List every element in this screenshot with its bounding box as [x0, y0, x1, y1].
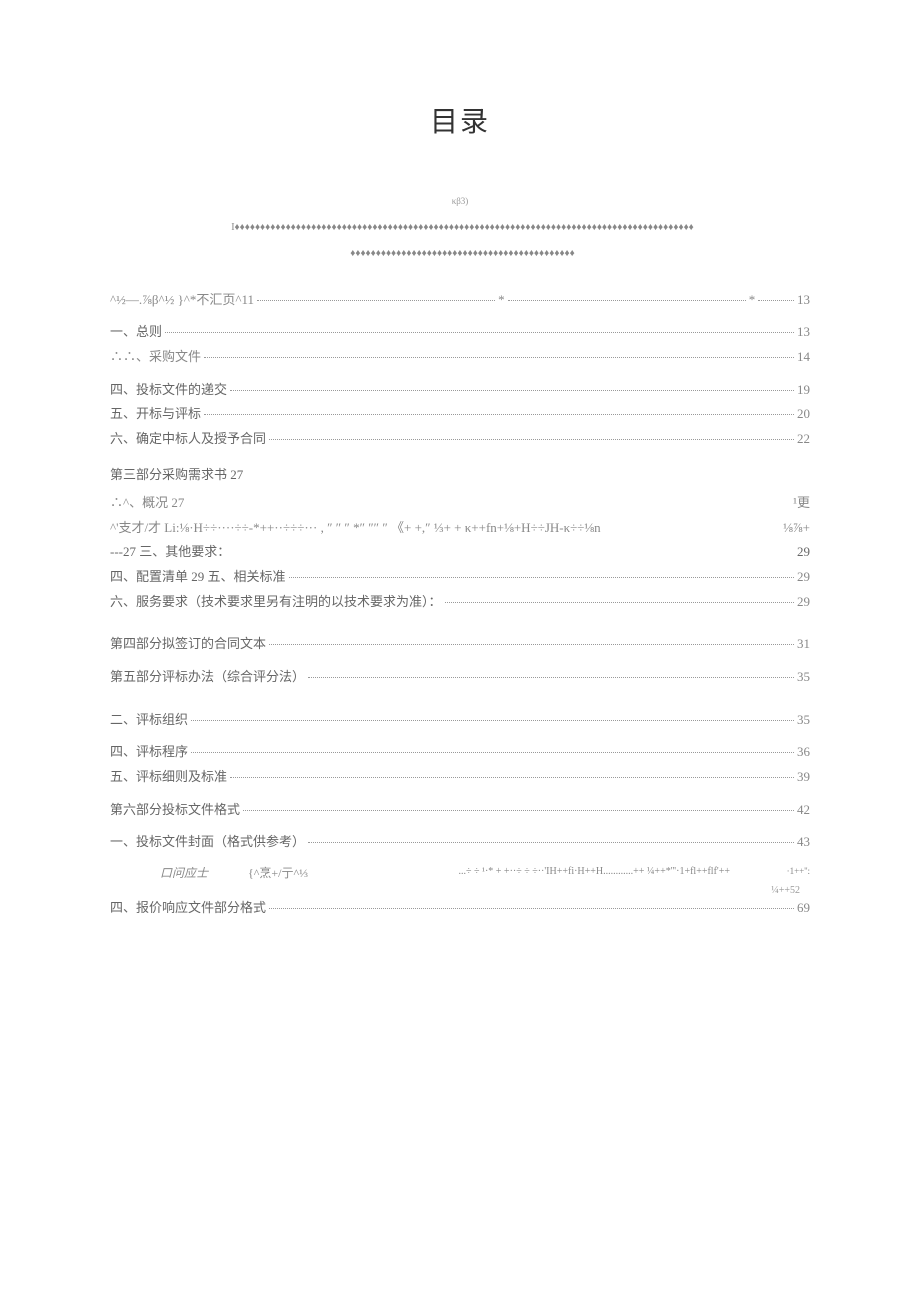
toc-entry: 一、投标文件封面（格式供参考） 43 [110, 830, 810, 855]
toc-entry: 第六部分投标文件格式 42 [110, 798, 810, 823]
toc-leader [204, 357, 794, 358]
toc-entry: 五、评标细则及标准 39 [110, 765, 810, 790]
toc-label: 五、开标与评标 [110, 402, 201, 427]
toc-page: ⅛⅞+ [783, 516, 810, 541]
toc-page: 69 [797, 896, 810, 921]
toc-entry: 四、配置清单 29 五、相关标准 29 [110, 565, 810, 590]
toc-label: 一、投标文件封面（格式供参考） [110, 830, 305, 855]
toc-label: 六、确定中标人及授予合同 [110, 427, 266, 452]
toc-entry: ---27 三、其他要求： 29 [110, 540, 810, 565]
toc-page: 42 [797, 798, 810, 823]
toc-leader [230, 777, 794, 778]
toc-leader [204, 414, 794, 415]
toc-label: ∴^、概况 27 [110, 491, 184, 516]
toc-label: 四、报价响应文件部分格式 [110, 896, 266, 921]
toc-leader [269, 439, 794, 440]
toc-leader [191, 720, 794, 721]
toc-label: 第四部分拟签订的合同文本 [110, 632, 266, 657]
toc-mid: * [498, 288, 505, 313]
toc-label: 一、总则 [110, 320, 162, 345]
toc-page: 43 [797, 830, 810, 855]
toc-leader [308, 842, 794, 843]
toc-leader [191, 752, 794, 753]
toc-label: 第五部分评标办法（综合评分法） [110, 665, 305, 690]
decoration-line-1: I♦♦♦♦♦♦♦♦♦♦♦♦♦♦♦♦♦♦♦♦♦♦♦♦♦♦♦♦♦♦♦♦♦♦♦♦♦♦♦… [231, 222, 694, 233]
toc-leader [758, 300, 794, 301]
toc-page: 13 [797, 320, 810, 345]
toc-leader [269, 644, 794, 645]
toc-page: 19 [797, 378, 810, 403]
toc-label: ∴∴、采购文件 [110, 345, 201, 370]
toc-page: 13 [797, 288, 810, 313]
toc-entry: 四、评标程序 36 [110, 740, 810, 765]
toc-entry: 一、总则 13 [110, 320, 810, 345]
toc-label: 四、配置清单 29 五、相关标准 [110, 565, 286, 590]
toc-entry: 五、开标与评标 20 [110, 402, 810, 427]
toc-garbled-row: 口问应士 {^烹+/亍^⅓ ...÷ ÷ ¹·* + +··÷ ÷ ÷··'IH… [110, 863, 810, 885]
toc-leader [308, 677, 794, 678]
toc-leader [508, 300, 746, 301]
toc-entry: ^½—.⅞β^½ }^*不汇页^11 * * 13 [110, 288, 810, 313]
toc-page: 14 [797, 345, 810, 370]
toc-label: ---27 三、其他要求： [110, 540, 230, 565]
toc-entry: 第四部分拟签订的合同文本 31 [110, 632, 810, 657]
toc-entry: 二、评标组织 35 [110, 708, 810, 733]
toc-entry: 第五部分评标办法（综合评分法） 35 [110, 665, 810, 690]
toc-entry: 四、投标文件的递交 19 [110, 378, 810, 403]
garbled-text: 口问应士 [160, 863, 208, 885]
decoration-line-2: ♦♦♦♦♦♦♦♦♦♦♦♦♦♦♦♦♦♦♦♦♦♦♦♦♦♦♦♦♦♦♦♦♦♦♦♦♦♦♦♦… [350, 248, 575, 259]
toc-entry: 四、报价响应文件部分格式 69 [110, 896, 810, 921]
toc-leader [230, 390, 794, 391]
doc-title: 目录 [110, 100, 810, 140]
toc-leader [243, 810, 794, 811]
toc-mid: * [749, 288, 756, 313]
toc-entry: ∴∴、采购文件 14 [110, 345, 810, 370]
toc-label: ^'支才/才 Li:⅛·H÷÷····÷÷-*++··÷÷÷··· , ″ ″ … [110, 516, 601, 541]
toc-label: 四、评标程序 [110, 740, 188, 765]
toc-page: 39 [797, 765, 810, 790]
toc-page: 22 [797, 427, 810, 452]
toc-leader [257, 300, 495, 301]
toc-entry: 六、确定中标人及授予合同 22 [110, 427, 810, 452]
toc-page: 29 [797, 590, 810, 615]
toc-page: 29 [797, 540, 810, 565]
toc-page: 35 [797, 708, 810, 733]
toc-page: 35 [797, 665, 810, 690]
toc-leader [289, 577, 794, 578]
toc-page: 29 [797, 565, 810, 590]
toc-garbled-page: ¼++52 [110, 885, 810, 896]
toc-leader [269, 908, 794, 909]
garbled-text: ·1++'': [770, 863, 810, 885]
decoration-diamonds: κβ3) I♦♦♦♦♦♦♦♦♦♦♦♦♦♦♦♦♦♦♦♦♦♦♦♦♦♦♦♦♦♦♦♦♦♦… [110, 170, 810, 260]
toc-leader [165, 332, 794, 333]
toc-entry: ∴^、概况 27 ¹更 [110, 491, 810, 516]
toc-label: 六、服务要求（技术要求里另有注明的以技术要求为准）： [110, 590, 442, 615]
toc-label: 第六部分投标文件格式 [110, 798, 240, 823]
garbled-text: ...÷ ÷ ¹·* + +··÷ ÷ ÷··'IH++fi·H++H.....… [458, 863, 730, 885]
decoration-label: κβ3) [110, 196, 810, 208]
toc-page: ¹更 [793, 491, 810, 516]
toc-entry: ^'支才/才 Li:⅛·H÷÷····÷÷-*++··÷÷÷··· , ″ ″ … [110, 516, 810, 541]
toc-page: 36 [797, 740, 810, 765]
toc-label: 五、评标细则及标准 [110, 765, 227, 790]
toc-entry: 六、服务要求（技术要求里另有注明的以技术要求为准）： 29 [110, 590, 810, 615]
toc-label: 二、评标组织 [110, 708, 188, 733]
garbled-text: {^烹+/亍^⅓ [248, 863, 308, 885]
section-header-3: 第三部分采购需求书 27 [110, 464, 810, 483]
toc-page: 20 [797, 402, 810, 427]
toc-leader [445, 602, 794, 603]
toc-page: 31 [797, 632, 810, 657]
toc-label: 四、投标文件的递交 [110, 378, 227, 403]
toc-label: ^½—.⅞β^½ }^*不汇页^11 [110, 288, 254, 313]
